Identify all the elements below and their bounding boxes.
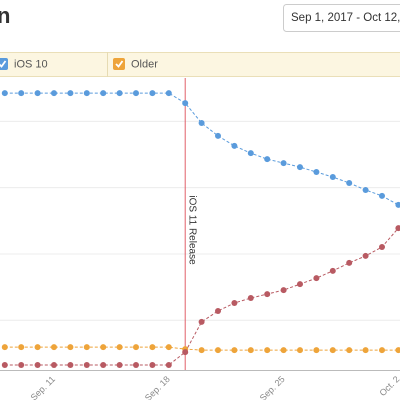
data-point [313, 169, 320, 176]
data-point [116, 344, 123, 351]
data-point [215, 347, 221, 354]
data-point [133, 344, 139, 351]
data-point [379, 347, 385, 354]
data-point [149, 362, 156, 369]
data-point [297, 347, 303, 354]
data-point [116, 362, 123, 369]
legend-checkbox[interactable] [113, 58, 125, 70]
data-point [83, 344, 90, 351]
date-range-box[interactable] [283, 4, 400, 32]
data-point [280, 347, 287, 354]
data-point [313, 347, 320, 354]
data-point [198, 318, 205, 325]
data-point [247, 150, 254, 157]
data-point [1, 362, 8, 369]
data-point [34, 90, 41, 97]
data-point [395, 225, 400, 232]
data-point [165, 90, 172, 97]
data-point [264, 347, 271, 354]
data-point [247, 295, 254, 302]
data-point [247, 347, 254, 354]
data-point [116, 90, 123, 97]
data-point [329, 347, 336, 354]
data-point [18, 344, 25, 351]
data-point [395, 347, 400, 354]
data-point [264, 156, 271, 163]
data-point [379, 192, 385, 199]
data-point [329, 267, 336, 274]
legend-check [115, 60, 124, 68]
chart-title: n [0, 3, 10, 28]
data-point [198, 347, 205, 354]
data-point [1, 90, 8, 97]
legend-check [0, 60, 7, 68]
data-point [329, 174, 336, 181]
data-point [100, 344, 107, 351]
data-point [297, 281, 303, 288]
x-tick-label: Sep. 11 [29, 374, 58, 400]
data-point [100, 362, 107, 369]
data-point [215, 132, 221, 139]
date-range[interactable]: Sep 1, 2017 - Oct 12, 20 [291, 12, 400, 24]
legend-label: Older [131, 58, 158, 70]
data-point [149, 344, 156, 351]
data-point [215, 307, 221, 314]
data-point [133, 362, 139, 369]
data-point [280, 160, 287, 167]
data-point [231, 300, 238, 307]
data-point [83, 362, 90, 369]
data-point [362, 186, 369, 193]
data-point [100, 90, 107, 97]
data-point [297, 164, 303, 171]
data-point [198, 119, 205, 126]
data-point [280, 287, 287, 294]
data-point [362, 347, 369, 354]
legend-label: iOS 10 [14, 58, 48, 70]
data-point [34, 344, 41, 351]
data-point [1, 344, 8, 351]
data-point [231, 347, 238, 354]
data-point [362, 252, 369, 259]
data-point [51, 344, 57, 351]
data-point [18, 90, 25, 97]
data-point [18, 362, 25, 369]
release-label: iOS 11 Release [187, 195, 198, 265]
data-point [165, 362, 172, 369]
x-tick-label: Sep. 25 [258, 374, 287, 400]
data-point [149, 90, 156, 97]
data-point [264, 291, 271, 298]
data-point [182, 349, 189, 356]
data-point [231, 142, 238, 149]
data-point [67, 90, 74, 97]
data-point [83, 90, 90, 97]
data-point [379, 243, 385, 250]
data-point [34, 362, 41, 369]
x-tick-label: Sep. 18 [143, 374, 172, 400]
data-point [165, 344, 172, 351]
data-point [182, 100, 189, 107]
data-point [67, 362, 74, 369]
data-point [346, 347, 353, 354]
series-line [4, 227, 399, 366]
data-point [51, 362, 57, 369]
x-tick-label: Oct. 2 [377, 374, 400, 398]
data-point [395, 201, 400, 208]
data-point [313, 275, 320, 282]
data-point [346, 259, 353, 266]
legend-bar [0, 52, 400, 77]
data-point [67, 344, 74, 351]
data-point [51, 90, 57, 97]
data-point [346, 179, 353, 186]
data-point [133, 90, 139, 97]
